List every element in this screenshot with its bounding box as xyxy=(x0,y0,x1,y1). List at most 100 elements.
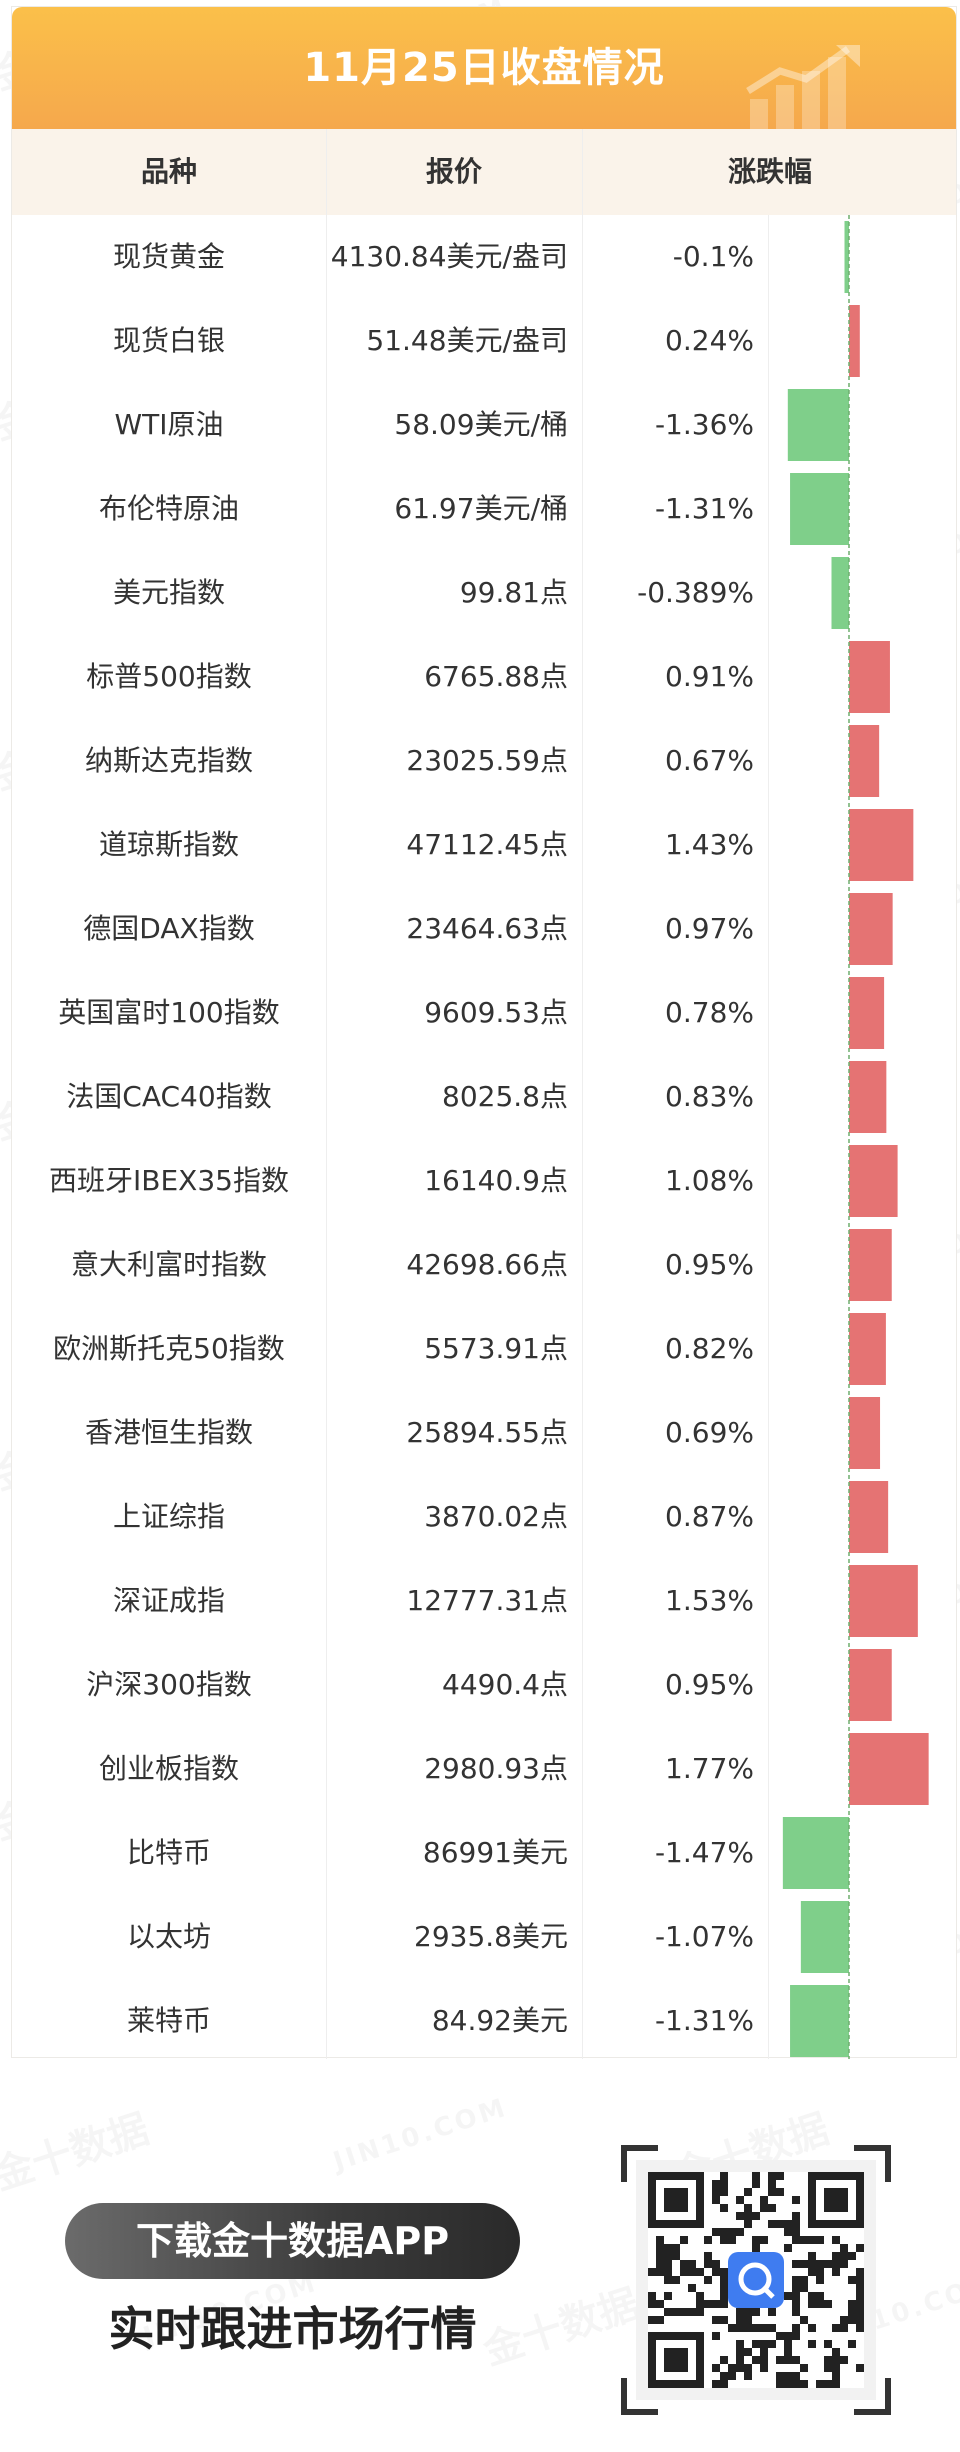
row-name: 创业板指数 xyxy=(98,1752,239,1785)
table-row: 纳斯达克指数 23025.59点 0.67% xyxy=(12,719,956,803)
download-app-button[interactable]: 下载金十数据APP xyxy=(65,2203,520,2279)
row-price: 2980.93点 xyxy=(424,1752,568,1785)
change-bar-13 xyxy=(849,1313,886,1385)
row-change: 0.67% xyxy=(665,744,754,777)
row-name: 香港恒生指数 xyxy=(84,1416,253,1449)
row-price: 16140.9点 xyxy=(424,1164,568,1197)
row-price: 61.97美元/桶 xyxy=(394,492,568,525)
table-row: 沪深300指数 4490.4点 0.95% xyxy=(12,1643,956,1727)
header-change: 涨跌幅 xyxy=(727,155,812,188)
row-change: 0.69% xyxy=(665,1416,754,1449)
row-change: 1.77% xyxy=(665,1752,754,1785)
row-change: -1.47% xyxy=(654,1836,754,1869)
table-header: 品种 报价 涨跌幅 xyxy=(12,129,956,215)
row-price: 23025.59点 xyxy=(406,744,568,777)
change-bar-2 xyxy=(787,389,849,461)
change-bar-7 xyxy=(849,809,914,881)
table-row: 香港恒生指数 25894.55点 0.69% xyxy=(12,1391,956,1475)
table-row: 标普500指数 6765.88点 0.91% xyxy=(12,635,956,719)
row-change: 1.43% xyxy=(665,828,754,861)
row-change: -1.36% xyxy=(654,408,754,441)
table-row: 道琼斯指数 47112.45点 1.43% xyxy=(12,803,956,887)
row-change: 0.78% xyxy=(665,996,754,1029)
table-row: 美元指数 99.81点 -0.389% xyxy=(12,551,956,635)
row-name: WTI原油 xyxy=(114,408,224,441)
row-price: 12777.31点 xyxy=(406,1584,568,1617)
row-name: 纳斯达克指数 xyxy=(84,744,253,777)
row-change: 0.91% xyxy=(665,660,754,693)
row-price: 8025.8点 xyxy=(442,1080,568,1113)
row-price: 4490.4点 xyxy=(442,1668,568,1701)
row-name: 德国DAX指数 xyxy=(83,912,255,945)
row-change: 0.24% xyxy=(665,324,754,357)
change-bar-4 xyxy=(831,557,849,629)
row-name: 道琼斯指数 xyxy=(98,828,239,861)
page-title: 11月25日收盘情况 xyxy=(303,45,665,91)
row-price: 3870.02点 xyxy=(424,1500,568,1533)
header-price: 报价 xyxy=(425,155,482,188)
rising-chart-icon xyxy=(746,45,860,129)
row-change: -1.31% xyxy=(654,492,754,525)
row-name: 沪深300指数 xyxy=(86,1668,252,1701)
row-change: 1.53% xyxy=(665,1584,754,1617)
change-bar-9 xyxy=(849,977,885,1049)
table-row: 法国CAC40指数 8025.8点 0.83% xyxy=(12,1055,956,1139)
row-price: 47112.45点 xyxy=(406,828,568,861)
table-row: 德国DAX指数 23464.63点 0.97% xyxy=(12,887,956,971)
qr-code-icon xyxy=(648,2172,864,2388)
change-bar-3 xyxy=(790,473,849,545)
row-name: 标普500指数 xyxy=(86,660,252,693)
row-price: 23464.63点 xyxy=(406,912,568,945)
row-name: 西班牙IBEX35指数 xyxy=(49,1164,289,1197)
row-price: 5573.91点 xyxy=(424,1332,568,1365)
row-price: 84.92美元 xyxy=(431,2004,568,2037)
table-row: 上证综指 3870.02点 0.87% xyxy=(12,1475,956,1559)
row-name: 英国富时100指数 xyxy=(58,996,280,1029)
row-price: 51.48美元/盎司 xyxy=(366,324,568,357)
row-price: 2935.8美元 xyxy=(414,1920,568,1953)
row-name: 以太坊 xyxy=(126,1920,211,1953)
table-row: 现货白银 51.48美元/盎司 0.24% xyxy=(12,299,956,383)
row-change: -1.07% xyxy=(654,1920,754,1953)
table-row: 欧洲斯托克50指数 5573.91点 0.82% xyxy=(12,1307,956,1391)
row-name: 欧洲斯托克50指数 xyxy=(53,1332,285,1365)
row-price: 58.09美元/桶 xyxy=(394,408,568,441)
column-divider xyxy=(582,129,583,2059)
row-name: 上证综指 xyxy=(112,1500,225,1533)
row-name: 意大利富时指数 xyxy=(70,1248,267,1281)
row-name: 比特币 xyxy=(126,1836,211,1869)
table-row: 以太坊 2935.8美元 -1.07% xyxy=(12,1895,956,1979)
change-bar-21 xyxy=(790,1985,849,2057)
row-change: -1.31% xyxy=(654,2004,754,2037)
row-change: 0.87% xyxy=(665,1500,754,1533)
row-price: 86991美元 xyxy=(422,1836,568,1869)
change-bar-17 xyxy=(849,1649,892,1721)
column-divider xyxy=(768,215,769,2059)
change-bar-6 xyxy=(849,725,880,797)
change-bar-11 xyxy=(849,1145,898,1217)
change-bar-19 xyxy=(782,1817,849,1889)
row-change: 0.95% xyxy=(665,1248,754,1281)
change-bar-16 xyxy=(849,1565,918,1637)
row-price: 6765.88点 xyxy=(424,660,568,693)
table-row: 意大利富时指数 42698.66点 0.95% xyxy=(12,1223,956,1307)
row-price: 9609.53点 xyxy=(424,996,568,1029)
change-bar-12 xyxy=(849,1229,892,1301)
change-bar-1 xyxy=(849,305,860,377)
table-row: 创业板指数 2980.93点 1.77% xyxy=(12,1727,956,1811)
row-price: 99.81点 xyxy=(459,576,568,609)
table-row: 西班牙IBEX35指数 16140.9点 1.08% xyxy=(12,1139,956,1223)
table-row: WTI原油 58.09美元/桶 -1.36% xyxy=(12,383,956,467)
row-name: 莱特币 xyxy=(126,2004,211,2037)
change-bar-0 xyxy=(844,221,849,293)
promo-section: 下载金十数据APP 实时跟进市场行情 xyxy=(0,2058,960,2452)
change-bar-20 xyxy=(800,1901,849,1973)
row-name: 法国CAC40指数 xyxy=(66,1080,272,1113)
row-name: 现货白银 xyxy=(112,324,225,357)
change-bar-5 xyxy=(849,641,890,713)
change-bar-15 xyxy=(849,1481,889,1553)
change-bar-chart xyxy=(782,215,929,2059)
table-row: 比特币 86991美元 -1.47% xyxy=(12,1811,956,1895)
row-change: 0.95% xyxy=(665,1668,754,1701)
row-change: -0.1% xyxy=(672,240,754,273)
